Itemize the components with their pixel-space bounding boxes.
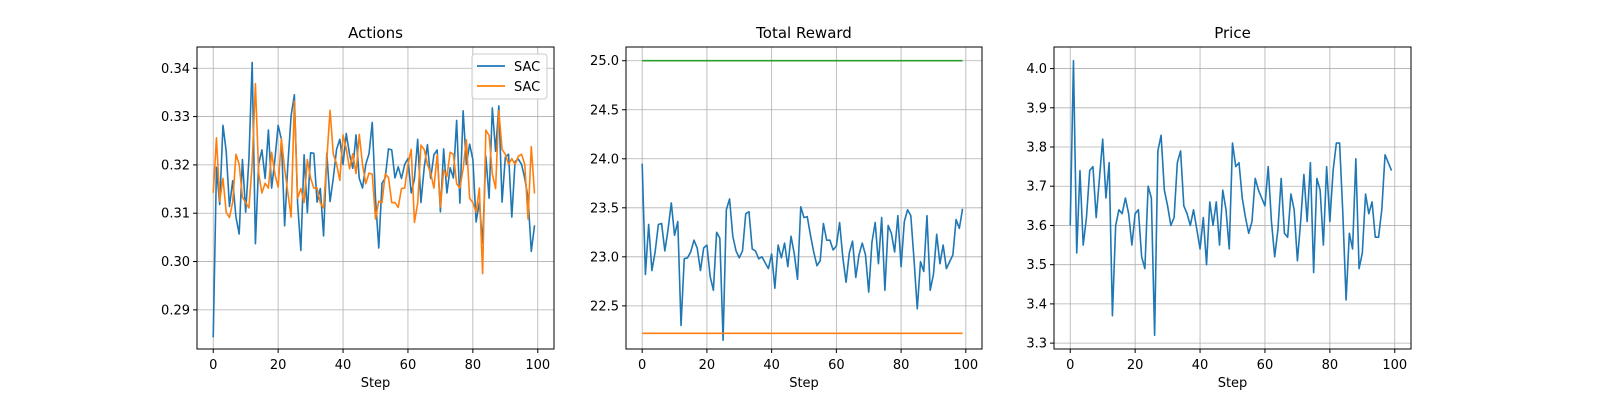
y-tick-label: 3.4 — [1026, 297, 1047, 312]
price-grid — [1054, 47, 1411, 349]
y-tick-label: 24.5 — [590, 103, 619, 118]
actions-legend: SAC SAC — [471, 53, 548, 100]
x-tick-label: 80 — [465, 358, 482, 373]
y-tick-label: 23.0 — [590, 250, 619, 265]
total-reward-panel: Total Reward Step 0 20 40 60 80 100 22.5 23.0 23… — [590, 24, 983, 391]
price-series-line-0 — [1069, 59, 1393, 337]
price-axes-frame — [1053, 46, 1412, 350]
y-tick-label: 23.5 — [590, 201, 619, 216]
x-tick-label: 80 — [1322, 358, 1339, 373]
x-tick-label: 100 — [525, 358, 550, 373]
legend-label: SAC — [514, 80, 540, 95]
x-tick-label: 100 — [1382, 358, 1407, 373]
actions-series-line-1 — [212, 82, 536, 275]
price-panel: Price Step 0 20 40 60 80 100 3.3 3.4 3.5 3.6 3.7 3.… — [1026, 24, 1412, 391]
x-tick-label: 0 — [1066, 358, 1074, 373]
y-tick-label: 0.32 — [161, 158, 190, 173]
x-tick-label: 80 — [893, 358, 910, 373]
y-tick-label: 24.0 — [590, 152, 619, 167]
x-tick-label: 60 — [400, 358, 417, 373]
y-tick-label: 22.5 — [590, 299, 619, 314]
actions-title: Actions — [348, 24, 403, 42]
total-reward-grid — [626, 47, 982, 349]
y-tick-label: 0.30 — [161, 255, 190, 270]
x-tick-label: 20 — [699, 358, 716, 373]
y-tick-label: 3.5 — [1026, 258, 1047, 273]
x-tick-label: 20 — [1127, 358, 1144, 373]
y-tick-label: 3.8 — [1026, 141, 1047, 156]
y-tick-label: 0.29 — [161, 303, 190, 318]
x-tick-label: 20 — [270, 358, 287, 373]
y-tick-label: 3.7 — [1026, 180, 1047, 195]
y-tick-label: 0.33 — [161, 110, 190, 125]
y-tick-label: 3.9 — [1026, 101, 1047, 116]
legend-label: SAC — [514, 60, 540, 75]
x-tick-label: 40 — [335, 358, 352, 373]
total-reward-axes-frame — [625, 46, 983, 350]
actions-panel: Actions Step 0 20 40 60 80 100 0.29 0.30 0.31 0.3… — [161, 24, 555, 391]
total-reward-title: Total Reward — [755, 24, 852, 42]
x-tick-label: 60 — [828, 358, 845, 373]
y-tick-label: 4.0 — [1026, 62, 1047, 77]
x-tick-label: 40 — [1192, 358, 1209, 373]
price-xlabel: Step — [1218, 376, 1248, 391]
x-tick-label: 0 — [209, 358, 217, 373]
actions-xlabel: Step — [361, 376, 391, 391]
total-reward-xlabel: Step — [789, 376, 819, 391]
x-tick-label: 0 — [638, 358, 646, 373]
actions-axes-frame — [196, 46, 555, 350]
total-reward-series-line-0 — [641, 163, 964, 341]
y-tick-label: 0.31 — [161, 207, 190, 222]
y-tick-label: 3.6 — [1026, 219, 1047, 234]
price-title: Price — [1214, 24, 1251, 42]
x-tick-label: 100 — [953, 358, 978, 373]
y-tick-label: 25.0 — [590, 54, 619, 69]
x-tick-label: 40 — [763, 358, 780, 373]
x-tick-label: 60 — [1257, 358, 1274, 373]
y-tick-label: 0.34 — [161, 62, 190, 77]
y-tick-label: 3.3 — [1026, 337, 1047, 352]
